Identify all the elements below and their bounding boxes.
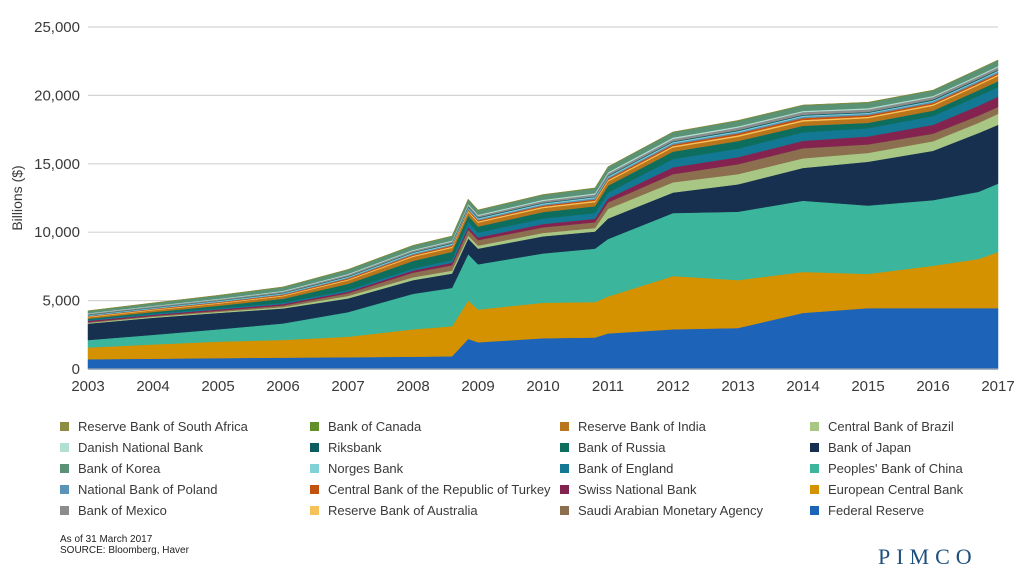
x-tick-label: 2008: [396, 378, 429, 395]
legend-label: Bank of Korea: [78, 461, 161, 476]
y-axis-ticks: 0 5,000 10,000 15,000 20,000 25,000: [34, 19, 80, 378]
area-reserve-bank-of-south-africa: [87, 59, 999, 312]
legend-swatch: [310, 506, 319, 515]
legend-item: Federal Reserve: [810, 500, 1020, 521]
as-of-date: As of 31 March 2017: [60, 534, 153, 545]
y-tick-label: 25,000: [34, 19, 80, 36]
legend-item: Reserve Bank of Australia: [310, 500, 560, 521]
legend-item: Norges Bank: [310, 458, 560, 479]
legend: Reserve Bank of South Africa Bank of Cana…: [60, 416, 1020, 521]
x-tick-label: 2004: [136, 378, 169, 395]
legend-item: Bank of Mexico: [60, 500, 310, 521]
legend-item: Danish National Bank: [60, 437, 310, 458]
legend-label: Swiss National Bank: [578, 482, 697, 497]
legend-label: Danish National Bank: [78, 440, 204, 455]
legend-swatch: [310, 464, 319, 473]
x-tick-label: 2012: [656, 378, 689, 395]
x-axis-ticks: 2003 2004 2005 2006 2007 2008 2009 2010 2011 2012…: [71, 378, 1014, 395]
x-tick-label: 2009: [461, 378, 494, 395]
x-tick-label: 2006: [266, 378, 299, 395]
y-tick-label: 0: [72, 361, 80, 378]
legend-label: Norges Bank: [328, 461, 404, 476]
legend-swatch: [310, 422, 319, 431]
x-tick-label: 2010: [526, 378, 559, 395]
legend-label: Saudi Arabian Monetary Agency: [578, 503, 764, 518]
pimco-logo: PIMCO: [878, 544, 978, 569]
x-tick-label: 2017: [981, 378, 1014, 395]
legend-swatch: [560, 485, 569, 494]
legend-item: National Bank of Poland: [60, 479, 310, 500]
legend-item: Central Bank of Brazil: [810, 416, 1020, 437]
legend-label: Bank of Mexico: [78, 503, 167, 518]
legend-item: Bank of Russia: [560, 437, 810, 458]
x-tick-label: 2013: [721, 378, 754, 395]
legend-label: Reserve Bank of Australia: [328, 503, 478, 518]
legend-item: Bank of Korea: [60, 458, 310, 479]
legend-label: Bank of England: [578, 461, 674, 476]
y-axis-label: Billions ($): [9, 165, 25, 230]
legend-label: Peoples' Bank of China: [828, 461, 963, 476]
legend-item: Bank of England: [560, 458, 810, 479]
legend-item: Bank of Japan: [810, 437, 1020, 458]
legend-swatch: [60, 485, 69, 494]
legend-swatch: [560, 506, 569, 515]
legend-label: Bank of Russia: [578, 440, 666, 455]
legend-item: Bank of Canada: [310, 416, 560, 437]
legend-swatch: [60, 443, 69, 452]
legend-label: Reserve Bank of India: [578, 419, 706, 434]
legend-item: Central Bank of the Republic of Turkey: [310, 479, 560, 500]
x-tick-label: 2014: [786, 378, 819, 395]
footnote: As of 31 March 2017 SOURCE: Bloomberg, H…: [60, 534, 189, 556]
legend-label: National Bank of Poland: [78, 482, 218, 497]
legend-swatch: [310, 443, 319, 452]
legend-label: Bank of Canada: [328, 419, 422, 434]
legend-swatch: [560, 464, 569, 473]
legend-swatch: [60, 506, 69, 515]
legend-item: European Central Bank: [810, 479, 1020, 500]
legend-item: Reserve Bank of South Africa: [60, 416, 310, 437]
legend-swatch: [810, 506, 819, 515]
y-tick-label: 10,000: [34, 224, 80, 241]
y-tick-label: 5,000: [42, 293, 80, 310]
legend-label: Bank of Japan: [828, 440, 912, 455]
area-layers: [87, 59, 999, 370]
legend-swatch: [810, 464, 819, 473]
legend-swatch: [60, 422, 69, 431]
x-tick-label: 2015: [851, 378, 884, 395]
y-tick-label: 20,000: [34, 87, 80, 104]
legend-swatch: [310, 485, 319, 494]
x-tick-label: 2003: [71, 378, 104, 395]
legend-swatch: [810, 422, 819, 431]
legend-label: European Central Bank: [828, 482, 964, 497]
legend-item: Reserve Bank of India: [560, 416, 810, 437]
legend-label: Central Bank of Brazil: [828, 419, 954, 434]
legend-swatch: [560, 443, 569, 452]
legend-label: Riksbank: [328, 440, 382, 455]
legend-label: Reserve Bank of South Africa: [78, 419, 248, 434]
x-tick-label: 2011: [592, 378, 624, 395]
legend-swatch: [810, 443, 819, 452]
legend-label: Federal Reserve: [828, 503, 925, 518]
legend-swatch: [60, 464, 69, 473]
x-tick-label: 2007: [331, 378, 364, 395]
legend-swatch: [560, 422, 569, 431]
legend-item: Swiss National Bank: [560, 479, 810, 500]
legend-item: Peoples' Bank of China: [810, 458, 1020, 479]
source-note: SOURCE: Bloomberg, Haver: [60, 545, 189, 556]
y-tick-label: 15,000: [34, 156, 80, 173]
x-tick-label: 2016: [916, 378, 949, 395]
legend-label: Central Bank of the Republic of Turkey: [328, 482, 551, 497]
legend-swatch: [810, 485, 819, 494]
legend-item: Saudi Arabian Monetary Agency: [560, 500, 810, 521]
legend-item: Riksbank: [310, 437, 560, 458]
x-tick-label: 2005: [201, 378, 234, 395]
